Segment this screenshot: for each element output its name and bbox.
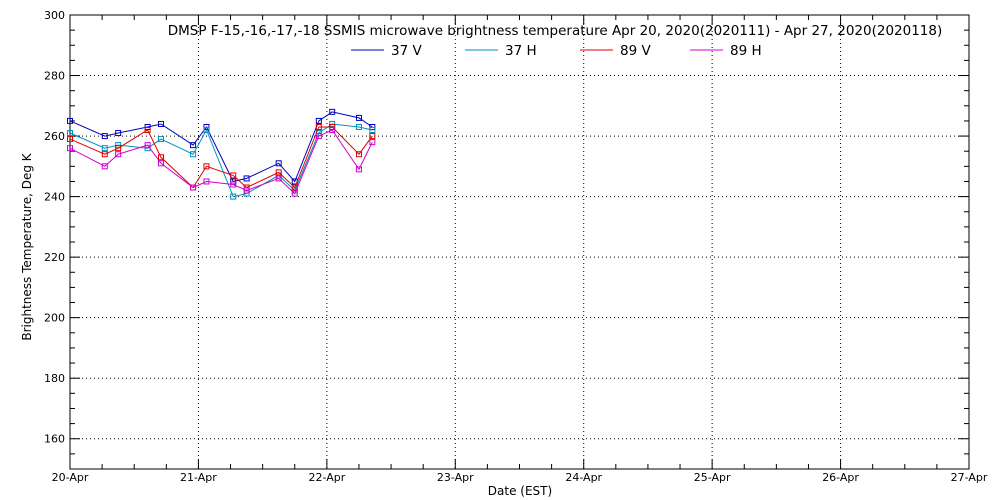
y-tick-label: 240 xyxy=(44,191,65,204)
data-point xyxy=(157,160,164,167)
legend-label: 37 H xyxy=(505,43,537,59)
series-37-h xyxy=(67,120,376,200)
data-point xyxy=(369,127,376,134)
data-point xyxy=(144,127,151,134)
data-point xyxy=(329,127,336,134)
data-point xyxy=(144,142,151,149)
legend-label: 37 V xyxy=(391,43,422,59)
data-point xyxy=(369,133,376,140)
chart-title: DMSP F-15,-16,-17,-18 SSMIS microwave br… xyxy=(168,23,943,39)
y-tick-label: 300 xyxy=(44,9,65,22)
legend-label: 89 V xyxy=(620,43,651,59)
x-axis: 20-Apr 21-Apr 22-Apr 23-Apr 24-Apr 25-Apr 26-A… xyxy=(52,15,988,484)
data-point xyxy=(101,163,108,170)
data-point xyxy=(190,142,197,149)
data-point xyxy=(101,151,108,158)
y-tick-label: 220 xyxy=(44,251,65,264)
data-point xyxy=(355,151,362,158)
plot-frame xyxy=(69,14,970,470)
y-tick-label: 200 xyxy=(44,312,65,325)
data-point xyxy=(329,108,336,115)
data-point xyxy=(369,123,376,130)
data-point xyxy=(157,120,164,127)
data-point xyxy=(203,178,210,185)
series-line xyxy=(69,126,373,189)
data-point xyxy=(369,139,376,146)
x-axis-label: Date (EST) xyxy=(488,484,552,498)
data-point xyxy=(275,169,282,176)
grid xyxy=(70,15,969,469)
data-point xyxy=(275,160,282,167)
y-axis-label: Brightness Temperature, Deg K xyxy=(20,152,34,340)
data-point xyxy=(355,166,362,173)
data-point xyxy=(315,123,322,130)
data-point xyxy=(291,190,298,197)
legend-item: 37 V xyxy=(351,43,422,59)
y-tick-label: 280 xyxy=(44,70,65,83)
data-point xyxy=(243,190,250,197)
data-point xyxy=(101,133,108,140)
data-point xyxy=(115,151,122,158)
series-89-h xyxy=(67,127,376,197)
data-point xyxy=(101,145,108,152)
data-point xyxy=(67,136,73,143)
x-tick-label: 22-Apr xyxy=(308,471,345,484)
data-point xyxy=(190,151,197,158)
legend: 37 V 37 H 89 V 89 H xyxy=(351,43,762,59)
legend-label: 89 H xyxy=(730,43,762,59)
y-tick-label: 180 xyxy=(44,372,65,385)
data-point xyxy=(230,172,237,179)
data-point xyxy=(315,133,322,140)
data-point xyxy=(115,130,122,137)
x-tick-label: 20-Apr xyxy=(52,471,89,484)
y-axis: 160 180 200 220 240 260 280 300 xyxy=(44,9,969,455)
data-point xyxy=(230,193,237,200)
data-point xyxy=(275,175,282,182)
data-point xyxy=(67,145,73,152)
data-point xyxy=(190,184,197,191)
data-point xyxy=(67,117,73,124)
legend-item: 37 H xyxy=(465,43,537,59)
data-point xyxy=(355,123,362,130)
series-layer xyxy=(67,108,376,200)
series-line xyxy=(69,129,373,195)
data-point xyxy=(329,120,336,127)
data-point xyxy=(355,114,362,121)
x-tick-label: 25-Apr xyxy=(694,471,731,484)
data-point xyxy=(230,178,237,185)
x-tick-label: 23-Apr xyxy=(437,471,474,484)
x-tick-label: 27-Apr xyxy=(951,471,988,484)
data-point xyxy=(157,136,164,143)
data-point xyxy=(67,130,73,137)
data-point xyxy=(243,175,250,182)
data-point xyxy=(315,117,322,124)
x-tick-label: 26-Apr xyxy=(822,471,859,484)
legend-item: 89 H xyxy=(690,43,762,59)
data-point xyxy=(243,187,250,194)
x-tick-label: 21-Apr xyxy=(180,471,217,484)
data-point xyxy=(157,154,164,161)
data-point xyxy=(203,163,210,170)
legend-item: 89 V xyxy=(580,43,651,59)
data-point xyxy=(115,145,122,152)
y-tick-label: 260 xyxy=(44,130,65,143)
data-point xyxy=(230,181,237,188)
data-point xyxy=(203,127,210,134)
y-tick-label: 160 xyxy=(44,433,65,446)
x-tick-label: 24-Apr xyxy=(565,471,602,484)
